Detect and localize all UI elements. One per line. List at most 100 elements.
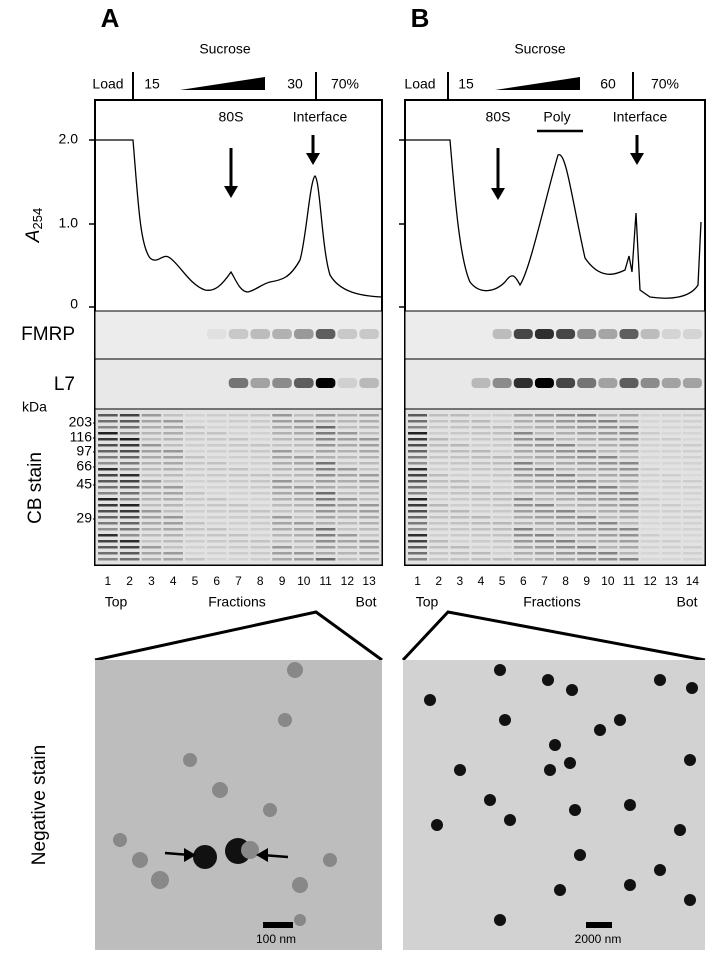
band — [598, 498, 618, 501]
band — [141, 426, 162, 429]
band — [534, 534, 554, 537]
particle — [263, 803, 277, 817]
band — [492, 510, 512, 513]
band — [408, 540, 428, 543]
band — [492, 450, 512, 453]
band — [619, 450, 639, 453]
band — [185, 426, 205, 429]
band — [272, 329, 292, 339]
band — [556, 378, 576, 388]
lane-label: 1 — [105, 574, 112, 588]
band — [141, 432, 162, 435]
band — [337, 522, 358, 525]
band — [163, 504, 183, 507]
band — [98, 468, 118, 471]
band — [408, 492, 428, 495]
band — [408, 552, 428, 555]
band — [141, 474, 162, 477]
band — [640, 329, 660, 339]
band — [315, 552, 336, 555]
band — [682, 558, 702, 561]
band — [206, 552, 227, 555]
band — [272, 528, 292, 531]
band — [429, 552, 449, 555]
arrowheads — [491, 153, 644, 200]
blot-bg — [94, 408, 383, 566]
particle — [494, 914, 506, 926]
band — [577, 438, 597, 441]
band — [272, 498, 292, 501]
lane-label: 4 — [478, 574, 485, 588]
band — [556, 450, 576, 453]
band — [534, 426, 554, 429]
band — [294, 552, 314, 555]
band — [250, 558, 271, 561]
band — [619, 558, 639, 561]
band — [513, 450, 533, 453]
band — [294, 558, 314, 561]
band — [98, 552, 118, 555]
lane-label: 1 — [414, 574, 421, 588]
band — [471, 504, 491, 507]
band — [228, 504, 249, 507]
y-tick-label: 1.0 — [59, 215, 79, 231]
band — [556, 420, 576, 423]
band — [661, 552, 681, 555]
peak-label: 80S — [219, 109, 244, 125]
band — [492, 462, 512, 465]
band — [294, 510, 314, 513]
band — [682, 504, 702, 507]
particle — [566, 684, 578, 696]
band — [513, 504, 533, 507]
band — [98, 480, 118, 483]
band — [450, 534, 470, 537]
particle — [424, 694, 436, 706]
band — [185, 498, 205, 501]
band — [682, 456, 702, 459]
band — [185, 492, 205, 495]
band — [98, 414, 118, 417]
band — [206, 492, 227, 495]
band — [534, 474, 554, 477]
band — [471, 534, 491, 537]
band — [598, 456, 618, 459]
band — [492, 480, 512, 483]
band — [619, 468, 639, 471]
band — [471, 540, 491, 543]
band — [337, 468, 358, 471]
band — [206, 480, 227, 483]
band — [556, 492, 576, 495]
band — [556, 522, 576, 525]
band — [250, 414, 271, 417]
band — [185, 438, 205, 441]
band — [359, 528, 379, 531]
band — [492, 420, 512, 423]
band — [640, 456, 660, 459]
particle — [287, 662, 303, 678]
band — [250, 534, 271, 537]
band — [141, 450, 162, 453]
band — [450, 540, 470, 543]
band — [163, 498, 183, 501]
marker-label: 66 — [76, 458, 92, 474]
band — [272, 456, 292, 459]
band — [119, 492, 140, 495]
band — [206, 504, 227, 507]
particle — [504, 814, 516, 826]
em-image — [95, 660, 382, 950]
band — [337, 486, 358, 489]
band — [640, 378, 660, 388]
particle — [494, 664, 506, 676]
band — [272, 510, 292, 513]
band — [294, 540, 314, 543]
band — [337, 510, 358, 513]
band — [450, 558, 470, 561]
band — [294, 474, 314, 477]
band — [98, 426, 118, 429]
band — [492, 534, 512, 537]
band — [556, 468, 576, 471]
band — [141, 528, 162, 531]
y-tick-label: 0 — [70, 296, 78, 312]
band — [619, 522, 639, 525]
band — [556, 516, 576, 519]
